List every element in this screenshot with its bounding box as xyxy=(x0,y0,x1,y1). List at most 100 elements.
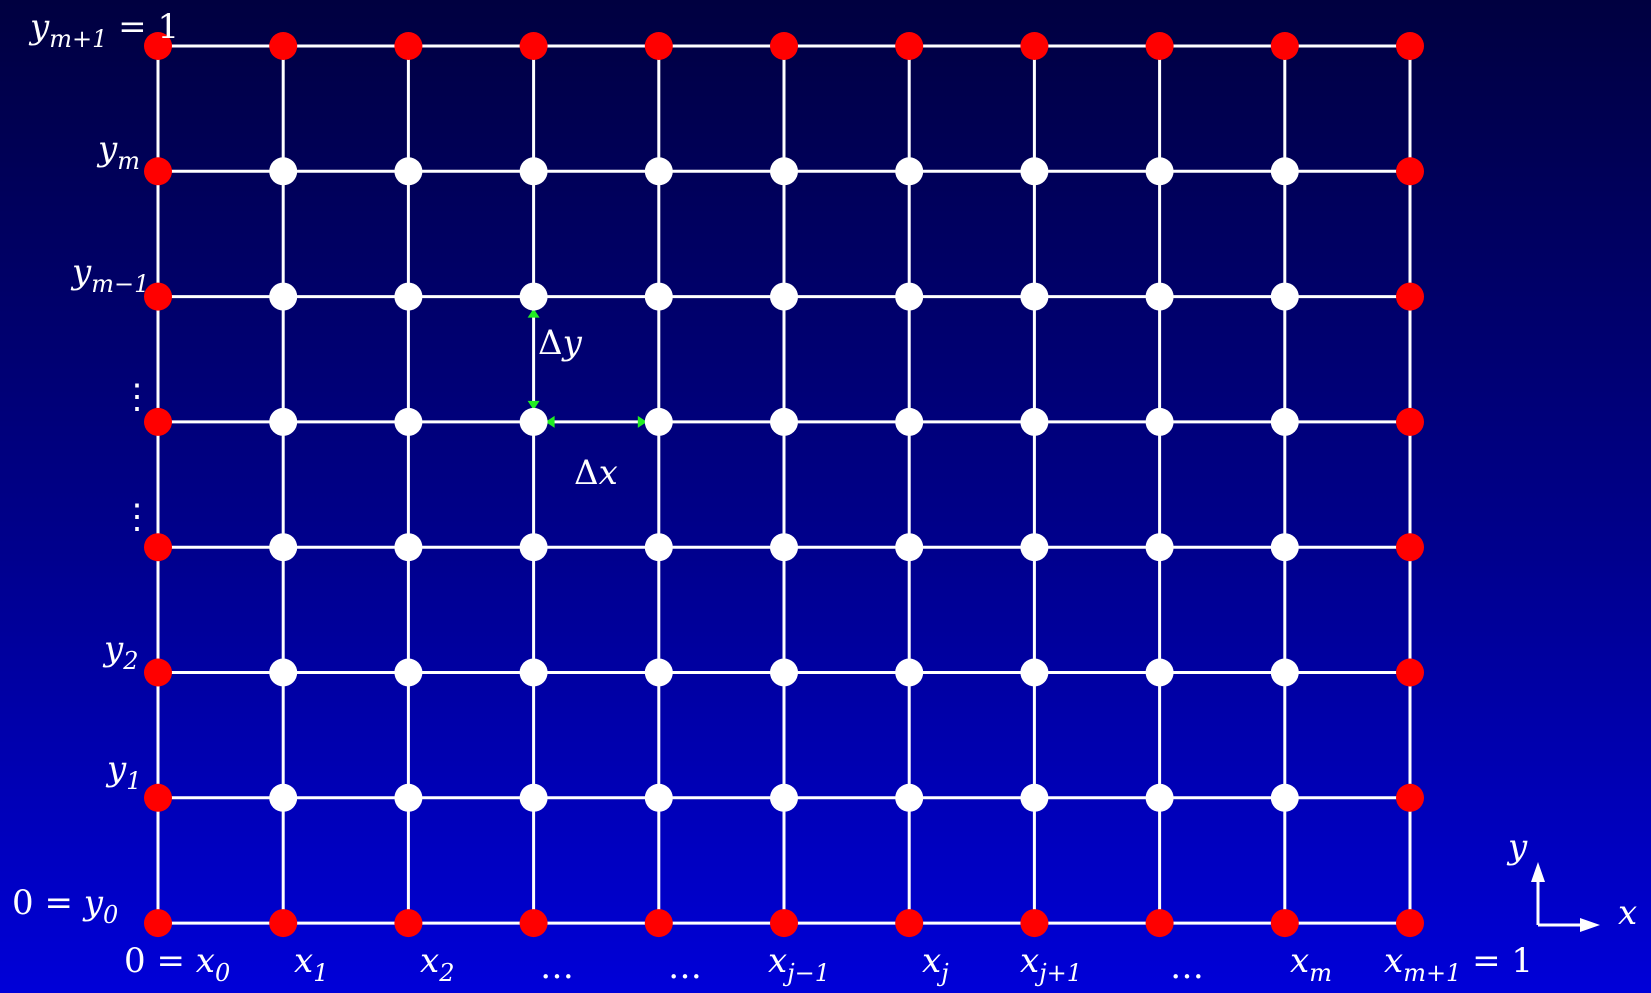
boundary-node xyxy=(1396,32,1424,60)
label-delta-y: Δy xyxy=(538,323,583,363)
interior-node xyxy=(269,658,298,687)
interior-node xyxy=(1020,407,1049,436)
label-y-top: ym+1 = 1 xyxy=(28,7,179,53)
interior-node xyxy=(770,157,798,186)
interior-node xyxy=(644,533,673,562)
interior-node xyxy=(519,658,548,687)
label-x-1: x1 xyxy=(294,941,328,987)
boundary-node xyxy=(1396,157,1424,186)
boundary-node xyxy=(144,157,172,186)
label-x-top: xm+1 = 1 xyxy=(1384,941,1533,987)
label-x-j-minus-1: xj−1 xyxy=(768,941,830,987)
spacing-markers xyxy=(527,308,647,428)
label-x-0: 0 = x0 xyxy=(124,941,230,987)
interior-node xyxy=(394,407,423,436)
interior-node xyxy=(1145,658,1174,687)
interior-node xyxy=(269,783,298,812)
boundary-node xyxy=(770,32,798,60)
boundary-node xyxy=(144,783,172,812)
interior-node xyxy=(519,407,548,436)
interior-node xyxy=(895,783,924,812)
boundary-node xyxy=(1145,32,1174,60)
label-delta-x: Δx xyxy=(574,453,618,493)
interior-node xyxy=(1020,157,1049,186)
boundary-node xyxy=(519,909,548,938)
interior-node xyxy=(1270,783,1299,812)
interior-node xyxy=(1145,282,1174,311)
interior-node xyxy=(895,157,924,186)
axis-x-label: x xyxy=(1618,893,1637,933)
interior-node xyxy=(269,407,298,436)
boundary-node xyxy=(644,909,673,938)
interior-node xyxy=(770,533,798,562)
interior-node xyxy=(1270,533,1299,562)
interior-node xyxy=(394,658,423,687)
boundary-node xyxy=(1396,658,1424,687)
label-x-j: xj xyxy=(922,941,949,987)
boundary-node xyxy=(144,658,172,687)
label-x-m: xm xyxy=(1290,941,1332,987)
label-y-m-minus-1: ym−1 xyxy=(70,252,149,298)
interior-node xyxy=(1270,658,1299,687)
interior-node xyxy=(269,533,298,562)
interior-node xyxy=(519,282,548,311)
interior-node xyxy=(1270,282,1299,311)
boundary-node xyxy=(144,533,172,562)
interior-node xyxy=(895,658,924,687)
interior-node xyxy=(770,407,798,436)
boundary-node xyxy=(1396,407,1424,436)
label-x-dots-2: … xyxy=(668,947,702,987)
delta-x-arrow-left-icon xyxy=(545,415,555,428)
boundary-node xyxy=(1145,909,1174,938)
boundary-node xyxy=(144,909,172,938)
interior-node xyxy=(519,533,548,562)
label-y-1: y1 xyxy=(105,749,142,795)
boundary-node xyxy=(1020,909,1049,938)
interior-node xyxy=(644,157,673,186)
label-x-2: x2 xyxy=(420,941,454,987)
interior-node xyxy=(394,783,423,812)
axis-y-arrow-icon xyxy=(1531,862,1545,882)
interior-node xyxy=(1270,157,1299,186)
interior-node xyxy=(644,282,673,311)
interior-node xyxy=(895,533,924,562)
interior-node xyxy=(1145,533,1174,562)
delta-y-arrow-top-icon xyxy=(527,308,540,318)
label-y-m: ym xyxy=(96,129,140,175)
delta-x-arrow-right-icon xyxy=(637,415,647,428)
vdots-upper: ⋮ xyxy=(120,377,154,417)
interior-node xyxy=(644,407,673,436)
grid-nodes xyxy=(144,32,1424,938)
axis-indicator: y x xyxy=(1506,827,1637,933)
boundary-node xyxy=(895,32,924,60)
interior-node xyxy=(519,783,548,812)
axis-x-arrow-icon xyxy=(1580,918,1600,932)
interior-node xyxy=(1145,783,1174,812)
boundary-node xyxy=(1396,533,1424,562)
boundary-node xyxy=(895,909,924,938)
label-y-0: 0 = y0 xyxy=(12,883,118,929)
interior-node xyxy=(1145,407,1174,436)
label-x-j-plus-1: xj+1 xyxy=(1020,941,1082,987)
interior-node xyxy=(895,407,924,436)
boundary-node xyxy=(144,32,172,60)
interior-node xyxy=(394,533,423,562)
interior-node xyxy=(1020,658,1049,687)
label-y-2: y2 xyxy=(102,629,139,675)
boundary-node xyxy=(1270,32,1299,60)
interior-node xyxy=(770,658,798,687)
label-x-dots-1: … xyxy=(540,947,574,987)
boundary-node xyxy=(1396,909,1424,938)
interior-node xyxy=(770,282,798,311)
boundary-node xyxy=(394,909,423,938)
boundary-node xyxy=(519,32,548,60)
boundary-node xyxy=(144,282,172,311)
boundary-node xyxy=(1270,909,1299,938)
interior-node xyxy=(1020,282,1049,311)
boundary-node xyxy=(1396,783,1424,812)
interior-node xyxy=(394,157,423,186)
label-x-dots-3: … xyxy=(1170,947,1204,987)
boundary-node xyxy=(644,32,673,60)
delta-y-arrow-bottom-icon xyxy=(527,400,540,410)
